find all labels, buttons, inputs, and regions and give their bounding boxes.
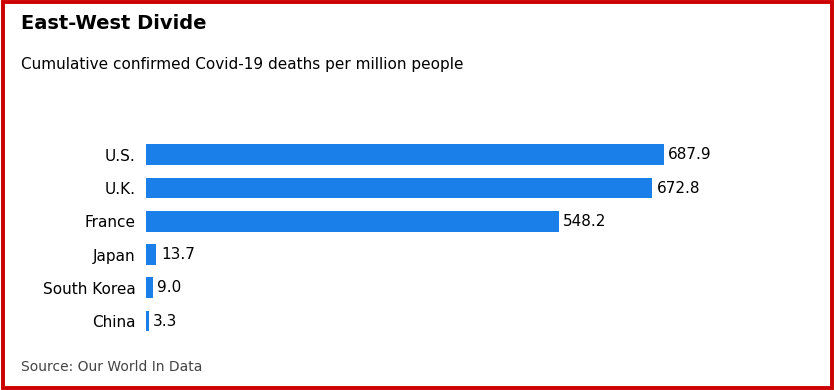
Bar	[146, 211, 559, 232]
Bar	[146, 178, 652, 199]
Text: Source: Our World In Data: Source: Our World In Data	[21, 360, 202, 374]
Text: East-West Divide: East-West Divide	[21, 14, 206, 33]
Bar	[146, 244, 156, 265]
Text: 548.2: 548.2	[564, 214, 606, 229]
Bar	[146, 277, 153, 298]
Text: 672.8: 672.8	[657, 181, 701, 195]
Text: 687.9: 687.9	[668, 147, 712, 162]
Bar	[146, 311, 149, 332]
Text: 3.3: 3.3	[153, 314, 178, 328]
Bar	[146, 144, 664, 165]
Text: 13.7: 13.7	[161, 247, 195, 262]
Text: Cumulative confirmed Covid-19 deaths per million people: Cumulative confirmed Covid-19 deaths per…	[21, 57, 463, 71]
Text: 9.0: 9.0	[158, 280, 182, 295]
